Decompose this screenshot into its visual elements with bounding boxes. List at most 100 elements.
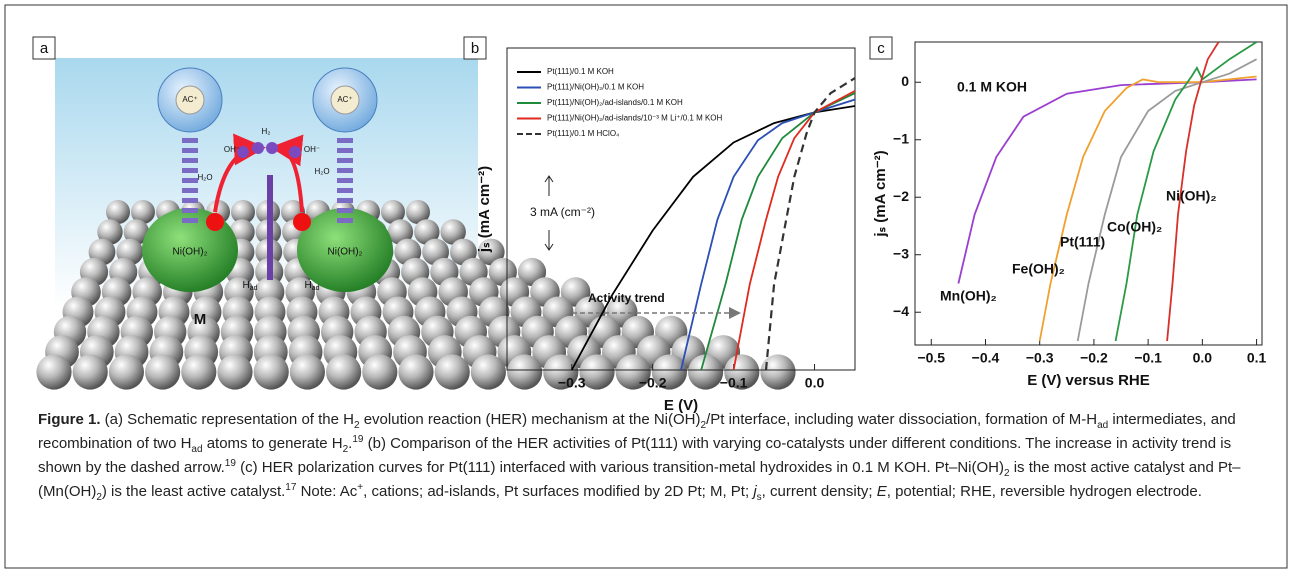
bond-bar [337,168,353,173]
figure-frame [4,4,1288,569]
metal-atom [217,354,253,390]
caption-text: Figure 1. [38,411,101,428]
x-tick-label: −0.5 [917,350,945,366]
label: Had [304,280,319,292]
label-text: H [304,280,311,291]
metal-atom [440,219,466,245]
y-tick-label: 0 [901,73,909,89]
metal-atom [131,200,155,224]
metal-atom [231,200,255,224]
bond-bar [182,178,198,183]
panel-label-box [463,36,487,60]
caption-text: 2 [700,420,707,431]
series-line [1114,42,1258,342]
x-axis-label: E (V) [664,397,698,414]
metal-atom [253,354,289,390]
caption-text: 2 [96,492,102,503]
metal-atom [406,200,430,224]
island-label: Ni(OH)₂ [328,247,363,258]
metal-atom [387,219,414,245]
caption-text: (c) HER polarization curves for Pt(111) … [235,459,1004,476]
panel-label-box [869,36,893,60]
molecule [266,142,278,154]
island-label: Ni(OH)₂ [173,247,208,258]
plot-frame [914,41,1263,346]
metal-atom [289,354,325,390]
caption-text: 19 [224,458,236,469]
metal-atom [579,354,615,390]
series-line [700,92,855,370]
metal-atom [181,354,217,390]
legend-label: Pt(111)/0.1 M HClO₄ [547,129,619,138]
caption-text: atoms to generate H [202,435,343,452]
scale-arrow [544,175,554,251]
caption-text: ad [191,444,203,455]
caption-text: 2 [353,420,360,431]
label-text: H [242,280,249,291]
series-line [764,77,855,370]
metal-atom [615,354,651,390]
bond-bar [337,188,353,193]
x-tick-label: 0.0 [805,375,825,391]
x-tick-label: 0.0 [1193,350,1213,366]
caption-text: 2 [342,444,349,455]
panel-label: a [40,40,49,57]
arrow [270,134,304,213]
caption-text: s [756,492,762,503]
bond-bar [182,188,198,193]
cation-label: AC⁺ [337,95,352,104]
y-axis-label: jₛ (mA cm⁻²) [872,150,889,237]
bond-bar [182,148,198,153]
caption: Figure 1. (a) Schematic representation o… [38,408,1258,504]
metal-atom [434,354,470,390]
series-line [957,78,1257,284]
panel-label: b [471,40,479,57]
metal-atom [145,354,181,390]
x-tick-label: −0.2 [639,375,667,391]
metal-atom [688,354,724,390]
label: H₂ [262,127,271,136]
bond-bar [337,218,353,223]
molecule [289,146,301,158]
curve-label: Pt(111) [1060,234,1105,250]
metal-label: M [194,311,207,328]
caption-text: ad [1097,420,1109,431]
metal-atom [506,354,543,390]
caption-text: (b) Comparison of the HER activities of … [38,435,1232,476]
annotation: 0.1 M KOH [957,79,1027,95]
metal-atom [362,354,398,390]
caption-text: 17 [285,482,297,493]
metal-atom [106,200,130,224]
caption-text: 2 [1003,468,1010,479]
bond-bar [337,138,353,143]
x-tick-label: −0.3 [1026,350,1054,366]
bond-bar [337,208,353,213]
caption-text: (a) Schematic representation of the H [100,411,354,428]
oxygen [206,213,224,231]
legend-label: Pt(111)/Ni(OH)₂/0.1 M KOH [547,83,644,92]
hydroxide-island [297,208,393,292]
series-line [1166,42,1220,342]
metal-atom [398,354,434,390]
metal-atom [724,354,760,390]
caption-text: ) is the least active catalyst. [101,483,286,500]
metal-atom [381,200,405,224]
caption-text: , cations; ad-islands, Pt surfaces modif… [363,483,754,500]
caption-text: E [876,483,887,500]
metal-atom [108,354,144,390]
y-axis-label: jₛ (mA cm⁻²) [476,166,493,253]
bond-bar [182,198,198,203]
bond-bar [182,208,198,213]
curve-label: Co(OH)₂ [1107,219,1162,235]
label: Had [242,280,257,292]
cation-core [330,85,360,115]
legend-label: Pt(111)/Ni(OH)₂/ad-islands/10⁻³ M Li⁺/0.… [547,114,723,123]
caption-text: , current density; [761,483,877,500]
annotation: Activity trend [588,291,665,305]
bond-bar [182,158,198,163]
bond-bar [337,198,353,203]
bond-bar [182,218,198,223]
x-axis-label: E (V) versus RHE [1027,372,1150,389]
